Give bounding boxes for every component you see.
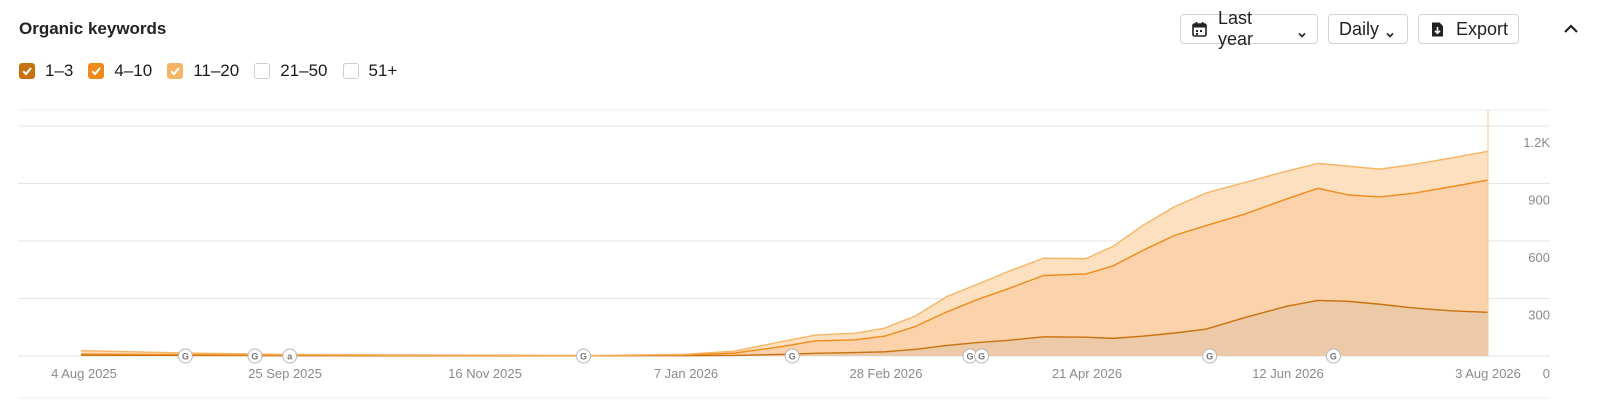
export-label: Export [1456,18,1509,39]
y-tick-label: 900 [1528,193,1550,208]
x-tick-label: 28 Feb 2026 [849,366,922,381]
event-marker-label: G [967,352,974,362]
chevron-up-icon [1564,24,1578,33]
checkbox-1-3[interactable] [19,63,35,79]
legend-label: 51+ [368,61,398,80]
x-tick-label: 4 Aug 2025 [51,366,117,381]
granularity-dropdown[interactable]: Daily [1328,14,1408,44]
legend-item-21-50[interactable]: 21–50 [254,61,328,81]
y-tick-label: 300 [1528,308,1550,323]
x-tick-label: 16 Nov 2025 [448,366,522,381]
keywords-chart: 0 300 600 900 1.2K 4 Aug 2025 25 Sep 2025 16 No… [18,109,1550,399]
y-tick-label: 0 [1543,366,1550,381]
event-marker-label: G [789,352,796,362]
x-tick-label: 25 Sep 2025 [248,366,322,381]
event-marker-label: G [978,352,985,362]
checkbox-4-10[interactable] [88,63,105,79]
page-title: Organic keywords [19,19,167,38]
x-tick-label: 21 Apr 2026 [1052,366,1122,381]
area-4–10 [81,180,1488,356]
export-button[interactable]: Export [1418,14,1519,44]
checkbox-21-50[interactable] [254,63,271,79]
event-marker-label: G [1330,352,1337,362]
period-dropdown[interactable]: Last year [1180,8,1318,49]
event-marker-label: G [251,352,258,362]
area-11–20 [81,151,1488,356]
legend-item-11-20[interactable]: 11–20 [167,61,239,81]
google-update-icon [784,348,800,364]
google-update-icon [576,348,591,364]
google-update-icon [247,348,263,364]
amazon-icon [282,348,298,364]
calendar-icon [1191,21,1208,38]
x-tick-label: 3 Aug 2026 [1455,366,1521,381]
legend-item-4-10[interactable]: 4–10 [88,61,152,81]
download-icon [1429,21,1446,38]
legend-label: 21–50 [280,61,328,80]
checkbox-11-20[interactable] [167,63,184,79]
x-tick-label: 7 Jan 2026 [654,366,718,381]
google-update-icon [974,348,990,364]
area-1–3 [81,300,1488,356]
event-marker-label: G [580,352,587,362]
checkbox-51-plus[interactable] [342,63,359,79]
legend: 1–3 4–10 11–20 21–50 51+ [19,61,412,81]
event-marker-label: a [287,352,293,362]
y-tick-label: 600 [1528,250,1550,265]
chevron-down-icon [1385,24,1395,38]
event-marker-label: G [182,352,189,362]
google-update-icon [177,348,193,364]
collapse-button[interactable] [1560,18,1582,40]
x-tick-label: 12 Jun 2026 [1252,366,1324,381]
legend-item-1-3[interactable]: 1–3 [19,61,73,81]
granularity-label: Daily [1339,18,1380,39]
google-update-icon [1325,348,1341,364]
legend-item-51-plus[interactable]: 51+ [342,61,398,81]
legend-label: 1–3 [45,61,74,80]
chevron-down-icon [1297,24,1307,38]
event-marker-label: G [1206,352,1213,362]
legend-label: 4–10 [114,61,153,80]
y-tick-label: 1.2K [1523,135,1550,150]
legend-label: 11–20 [193,61,240,80]
google-update-icon [1202,348,1218,364]
period-label: Last year [1218,8,1254,49]
